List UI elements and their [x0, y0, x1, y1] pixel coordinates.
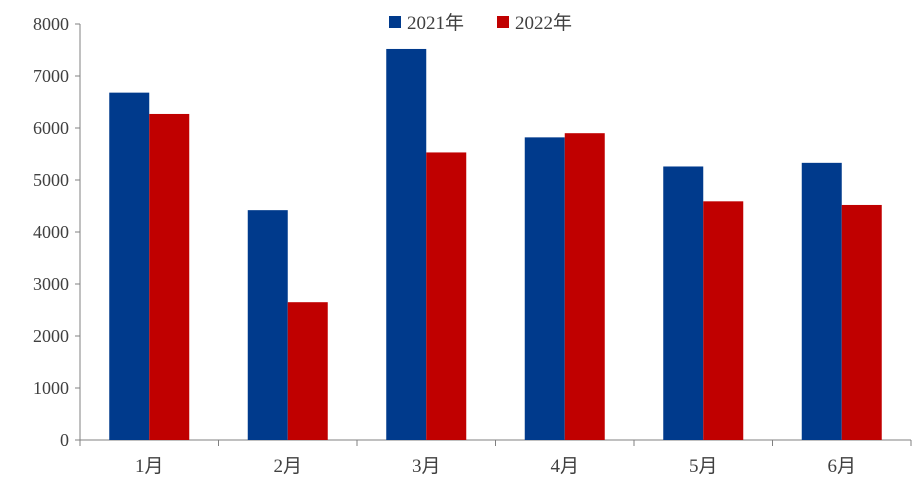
bar-series-1-2 — [426, 152, 467, 440]
bar-series-1-4 — [703, 201, 744, 440]
y-tick-label: 8000 — [33, 14, 69, 34]
y-tick-label: 3000 — [33, 274, 69, 294]
bars — [109, 48, 882, 441]
bar-series-0-4 — [663, 166, 704, 441]
legend-label-1: 2022年 — [515, 12, 572, 34]
bar-series-1-3 — [564, 133, 605, 440]
y-tick-label: 4000 — [33, 222, 69, 242]
x-category-label: 6月 — [827, 456, 856, 477]
x-category-label: 4月 — [550, 456, 579, 477]
bar-series-1-0 — [149, 113, 190, 441]
x-category-label: 2月 — [273, 456, 302, 477]
x-axis: 1月 2月 3月 4月 5月 6月 — [79, 439, 912, 477]
y-axis: 0 1000 2000 3000 4000 5000 6000 7000 8000 — [33, 14, 81, 450]
x-category-label: 5月 — [689, 456, 718, 477]
bar-series-0-1 — [247, 210, 288, 440]
y-tick-label: 6000 — [33, 118, 69, 138]
y-tick-label: 5000 — [33, 170, 69, 190]
bar-series-0-0 — [109, 92, 150, 440]
bar-series-1-5 — [841, 204, 882, 440]
bar-series-0-5 — [801, 162, 842, 440]
x-category-label: 1月 — [135, 456, 164, 477]
x-category-label: 3月 — [412, 456, 441, 477]
y-tick-label: 2000 — [33, 326, 69, 346]
bar-series-1-1 — [287, 302, 328, 440]
y-tick-label: 7000 — [33, 66, 69, 86]
legend: 2021年 2022年 — [389, 12, 572, 34]
bar-series-0-3 — [524, 137, 565, 441]
legend-label-0: 2021年 — [407, 12, 464, 34]
legend-swatch-1 — [497, 16, 509, 28]
y-tick-label: 0 — [60, 430, 69, 450]
bar-series-0-2 — [386, 48, 427, 441]
legend-swatch-0 — [389, 16, 401, 28]
y-tick-label: 1000 — [33, 378, 69, 398]
